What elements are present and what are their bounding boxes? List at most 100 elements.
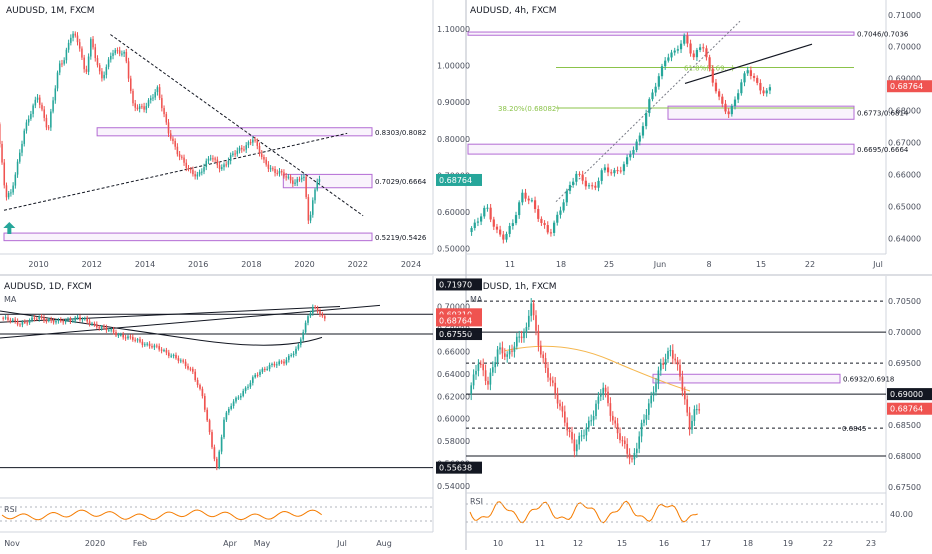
monthly-candle [176,146,179,155]
1h-x-tick: 18 [743,539,753,548]
monthly-x-tick: 2014 [135,260,155,269]
4h-candle [499,229,502,235]
daily-candle [105,327,108,331]
1h-y-tick: 0.68500 [888,421,921,430]
monthly-candle [165,114,168,123]
rsi-label-br: RSI [470,497,483,506]
daily-candle [153,345,156,348]
4h-candle [718,91,721,97]
monthly-candle [274,168,276,173]
monthly-candle [67,42,70,50]
monthly-candle [205,160,208,168]
monthly-candle [78,42,81,49]
monthly-candle [201,171,203,173]
4h-trendline [684,43,813,85]
daily-candle [47,319,50,322]
4h-y-tick: 0.65000 [888,202,921,211]
daily-candle [203,396,206,410]
4h-candle [683,35,686,44]
daily-candle [19,324,21,326]
monthly-candle [267,164,270,169]
daily-price-tag-label: 0.55638 [439,464,472,473]
1h-candle [609,403,612,416]
monthly-candle [247,142,250,146]
monthly-candle [278,170,281,174]
daily-candle [302,332,305,340]
4h-candle [578,173,581,175]
4h-candle [711,68,714,83]
monthly-candle [196,174,199,177]
4h-candle [619,170,622,172]
monthly-candle [58,63,61,73]
daily-price-tag [436,278,482,291]
4h-candle [562,202,565,211]
daily-price-tag [436,328,482,341]
4h-candle [698,47,702,50]
monthly-candle [189,169,192,171]
chart-title-tl: AUDUSD, 1M, FXCM [6,6,95,16]
daily-x-tick: Apr [223,539,238,548]
1h-candle [503,353,506,357]
4h-y-tick: 0.64000 [888,234,921,243]
1h-candle [671,350,674,359]
4h-price-tag-label: 0.68764 [890,82,923,91]
1h-zone-label: 0.6932/0.6918 [843,376,894,384]
1h-candle [683,391,686,400]
1h-candle [645,414,648,420]
1h-candle [563,411,566,423]
monthly-candle [187,167,190,170]
monthly-candle [249,142,252,144]
daily-candle [182,360,185,362]
4h-x-tick: Jun [653,260,667,269]
daily-candle [158,346,161,350]
4h-candle [552,222,556,233]
chart-title-br: AUDUSD, 1h, FXCM [470,282,557,292]
daily-candle [83,318,86,320]
monthly-candle [285,176,287,178]
4h-price-tag [887,80,932,93]
monthly-candle [74,33,77,36]
daily-candle [283,361,285,364]
4h-candle [587,185,591,187]
4h-candle [721,96,724,104]
monthly-candle [1,143,3,163]
daily-candle [287,355,290,360]
monthly-candle [61,63,63,65]
monthly-candle [236,150,239,154]
4h-candle [664,60,667,67]
daily-candle [268,364,271,369]
1h-candle [520,336,523,339]
daily-price-tag [436,461,482,474]
4h-candle [606,167,610,173]
daily-candle [40,316,43,318]
1h-candle [597,396,600,404]
monthly-candle [125,51,128,62]
4h-candle [613,170,616,174]
1h-candle [539,345,542,355]
4h-candle [473,222,476,229]
daily-candle [146,343,149,345]
daily-candle [189,368,192,370]
daily-candle [290,355,293,357]
daily-x-tick: Nov [4,539,20,548]
daily-price-tag-label: 0.71970 [439,280,472,289]
monthly-x-tick: 2020 [294,260,314,269]
daily-candle [31,317,33,321]
daily-candle [299,339,302,345]
monthly-candle [229,155,232,161]
monthly-candle [121,53,123,55]
1h-candle [554,382,557,394]
monthly-candle [90,39,92,57]
1h-candle [535,315,537,331]
indicator-label-ma-bl: MA [4,295,17,304]
4h-candle [584,180,587,187]
daily-candle [23,322,26,324]
4h-candle [702,47,705,49]
4h-zone [467,143,855,155]
daily-candle [172,354,175,356]
rsi-label-bl: RSI [4,505,17,514]
monthly-candle [83,57,85,70]
4h-candle [556,214,559,223]
daily-candle [232,401,235,406]
monthly-candle [287,176,290,178]
